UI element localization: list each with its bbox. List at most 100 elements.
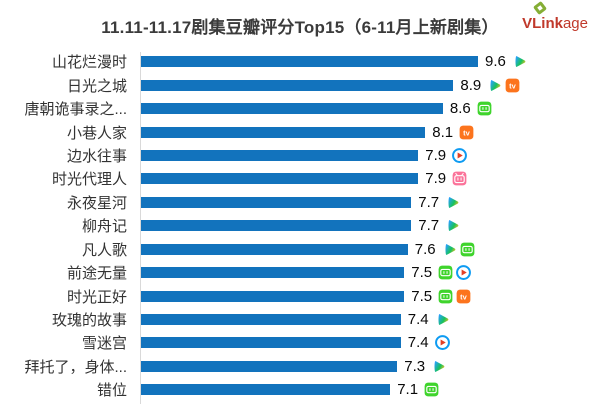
bar-area: 7.9 [134,144,470,167]
iqiyi-icon [424,382,439,397]
logo-text-light: age [562,15,588,32]
youku-icon [452,148,468,163]
platform-icons [477,101,495,116]
rating-bar [141,79,454,91]
chart-row: 山花烂漫时 9.6 [0,50,600,73]
bar-area: 7.3 [134,355,449,378]
platform-icons [434,335,453,351]
rating-bar [141,360,398,372]
chart-row: 时光正好 7.5 tv [0,284,600,307]
svg-text:tv: tv [463,128,470,137]
platform-icons: tv [459,125,477,140]
rating-bar [141,103,443,115]
platform-icons [431,359,449,374]
rating-value: 8.9 [460,76,482,94]
drama-title-label: 永夜星河 [66,194,127,212]
tencent-video-icon [515,56,526,68]
mango-tv-icon: tv [459,125,474,139]
bar-area: 7.6 [134,238,478,261]
chart-row: 柳舟记 7.7 [0,214,600,237]
iqiyi-icon [438,289,453,303]
rating-bar [141,384,391,396]
drama-title-label: 边水往事 [66,147,127,165]
svg-text:tv: tv [460,292,467,301]
vlinkage-diamond-icon [533,0,548,16]
rating-bar [141,149,419,161]
tencent-video-icon [445,243,456,255]
bar-area: 7.5 tv [134,284,474,307]
rating-value: 7.7 [418,217,440,235]
bar-area: 9.6 [134,50,530,73]
rating-bar [141,243,408,255]
rating-value: 7.7 [418,193,440,211]
platform-icons [442,242,478,257]
rating-value: 7.3 [404,357,426,375]
drama-title-label: 山花烂漫时 [51,54,127,72]
platform-icons [445,195,463,210]
platform-icons [438,265,474,281]
rating-value: 9.6 [485,53,506,71]
platform-icons [445,218,463,233]
chart-row: 边水往事 7.9 [0,144,600,167]
chart-row: 唐朝诡事录之... 8.6 [0,97,600,120]
bar-area: 7.5 [134,261,474,284]
chart-row: 前途无量 7.5 [0,261,600,284]
rating-bar [141,56,478,68]
bar-area: 7.1 [134,378,442,401]
rating-value: 7.9 [425,146,447,164]
y-axis-line [140,52,141,404]
drama-title-label: 凡人歌 [81,241,127,259]
bar-area: 7.7 [134,191,463,214]
platform-icons [435,312,453,327]
rating-bar [141,220,412,232]
svg-text:tv: tv [509,81,516,90]
rating-value: 7.5 [411,264,433,282]
chart-row: 时光代理人 7.9 [0,167,600,190]
platform-icons [452,148,470,163]
chart-title: 11.11-11.17剧集豆瓣评分Top15（6-11月上新剧集） [101,18,499,37]
chart-row: 雪迷宫 7.4 [0,331,600,354]
bar-area: 8.1 tv [134,120,477,143]
platform-icons [452,171,470,186]
rating-value: 8.6 [449,100,471,118]
chart-row: 错位 7.1 [0,378,600,401]
bar-area: 7.4 [134,331,453,354]
drama-title-label: 时光正好 [66,288,127,306]
chart-row: 拜托了，身体... 7.3 [0,355,600,378]
bar-chart: 山花烂漫时 9.6 日光之城 8.9 tv 唐朝诡事录之... 8.6 小巷人家… [0,50,600,406]
rating-bar [141,267,405,279]
drama-title-label: 雪迷宫 [81,335,127,353]
rating-value: 7.4 [407,334,429,352]
vlinkage-logo-text: VLinkage [522,15,588,32]
tencent-video-icon [490,79,501,91]
rating-value: 7.6 [414,240,436,258]
chart-row: 小巷人家 8.1 tv [0,120,600,143]
drama-title-label: 拜托了，身体... [24,358,127,376]
drama-title-label: 小巷人家 [66,124,127,142]
bar-area: 7.4 [134,308,453,331]
bar-area: 7.9 [134,167,470,190]
drama-title-label: 玫瑰的故事 [51,312,127,330]
chart-row: 凡人歌 7.6 [0,238,600,261]
youku-icon [456,265,472,281]
rating-bar [141,196,412,208]
tencent-video-icon [434,360,445,372]
rating-value: 7.9 [425,170,447,188]
drama-title-label: 柳舟记 [81,218,127,236]
platform-icons: tv [487,78,523,93]
rating-bar [141,126,426,138]
chart-rows: 山花烂漫时 9.6 日光之城 8.9 tv 唐朝诡事录之... 8.6 小巷人家… [0,50,600,402]
rating-bar [141,173,419,185]
drama-title-label: 时光代理人 [51,171,127,189]
logo-text-bold: VLink [522,15,563,32]
platform-icons [512,54,530,69]
chart-row: 日光之城 8.9 tv [0,73,600,96]
iqiyi-icon [477,101,492,116]
rating-bar [141,290,405,302]
rating-bar [141,314,401,326]
rating-value: 7.4 [407,311,429,329]
bar-area: 7.7 [134,214,463,237]
tencent-video-icon [448,220,459,232]
iqiyi-icon [460,242,475,257]
